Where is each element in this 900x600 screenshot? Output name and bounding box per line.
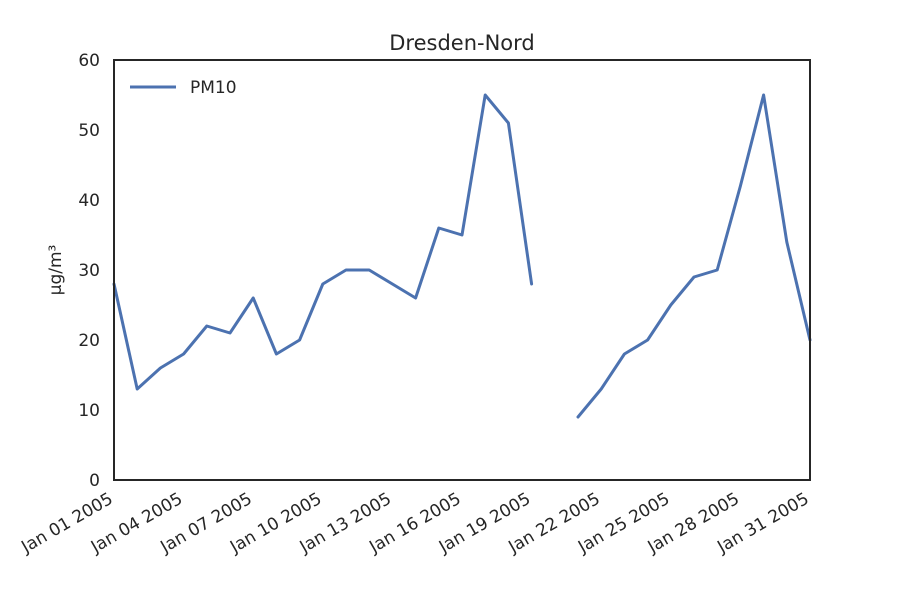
y-tick-label: 40 xyxy=(78,191,100,211)
y-axis-ticks: 0 10 20 30 40 50 60 xyxy=(78,51,100,491)
series-line-pm10-segment-0 xyxy=(112,93,534,391)
y-tick-label: 0 xyxy=(89,471,100,491)
y-axis-label: µg/m³ xyxy=(46,245,66,296)
legend-label-pm10: PM10 xyxy=(190,78,237,98)
series-line-pm10-segment-1 xyxy=(576,93,812,419)
series-layer xyxy=(112,93,812,419)
y-tick-label: 10 xyxy=(78,401,100,421)
y-tick-label: 50 xyxy=(78,121,100,141)
y-tick-label: 30 xyxy=(78,261,100,281)
chart-title: Dresden-Nord xyxy=(389,31,535,55)
plot-frame xyxy=(113,59,811,481)
legend: PM10 xyxy=(130,78,237,98)
y-tick-label: 60 xyxy=(78,51,100,71)
y-tick-label: 20 xyxy=(78,331,100,351)
